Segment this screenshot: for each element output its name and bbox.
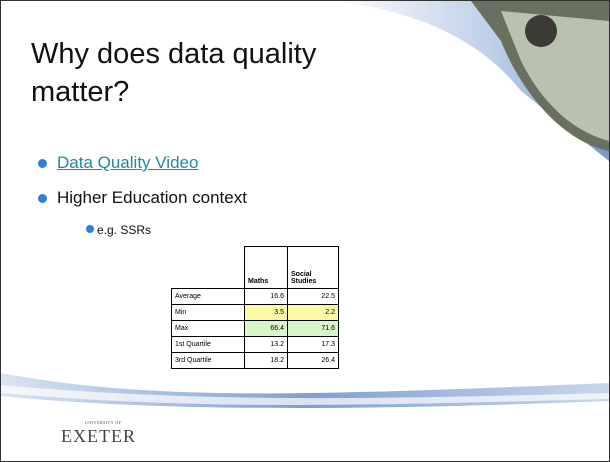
- row-label: 1st Quartile: [172, 337, 245, 353]
- cell: 22.5: [288, 289, 339, 305]
- cell: 66.4: [245, 321, 288, 337]
- logo-line: UNIVERSITY OF: [85, 420, 121, 425]
- cell: 71.6: [288, 321, 339, 337]
- bullet: Higher Education context: [57, 188, 247, 208]
- cell: 18.2: [245, 353, 288, 369]
- cell: 13.2: [245, 337, 288, 353]
- header-cell: Social Studies: [288, 247, 339, 289]
- cell: 16.6: [245, 289, 288, 305]
- cell: 2.2: [288, 305, 339, 321]
- header-cell: Maths: [245, 247, 288, 289]
- row-label: 3rd Quartile: [172, 353, 245, 369]
- cell: 3.5: [245, 305, 288, 321]
- video-link[interactable]: Data Quality Video: [57, 153, 198, 172]
- bullet: Data Quality Video: [57, 153, 198, 173]
- row-label: Max: [172, 321, 245, 337]
- sub-bullet: e.g. SSRs: [97, 223, 151, 237]
- logo: EXETER: [61, 426, 136, 447]
- cell: 17.3: [288, 337, 339, 353]
- header-cell: [172, 247, 245, 289]
- slide: Why does data quality matter? Data Quali…: [0, 0, 610, 462]
- row-label: Average: [172, 289, 245, 305]
- slide-title: Why does data quality matter?: [31, 35, 391, 111]
- cell: 26.4: [288, 353, 339, 369]
- row-label: Min: [172, 305, 245, 321]
